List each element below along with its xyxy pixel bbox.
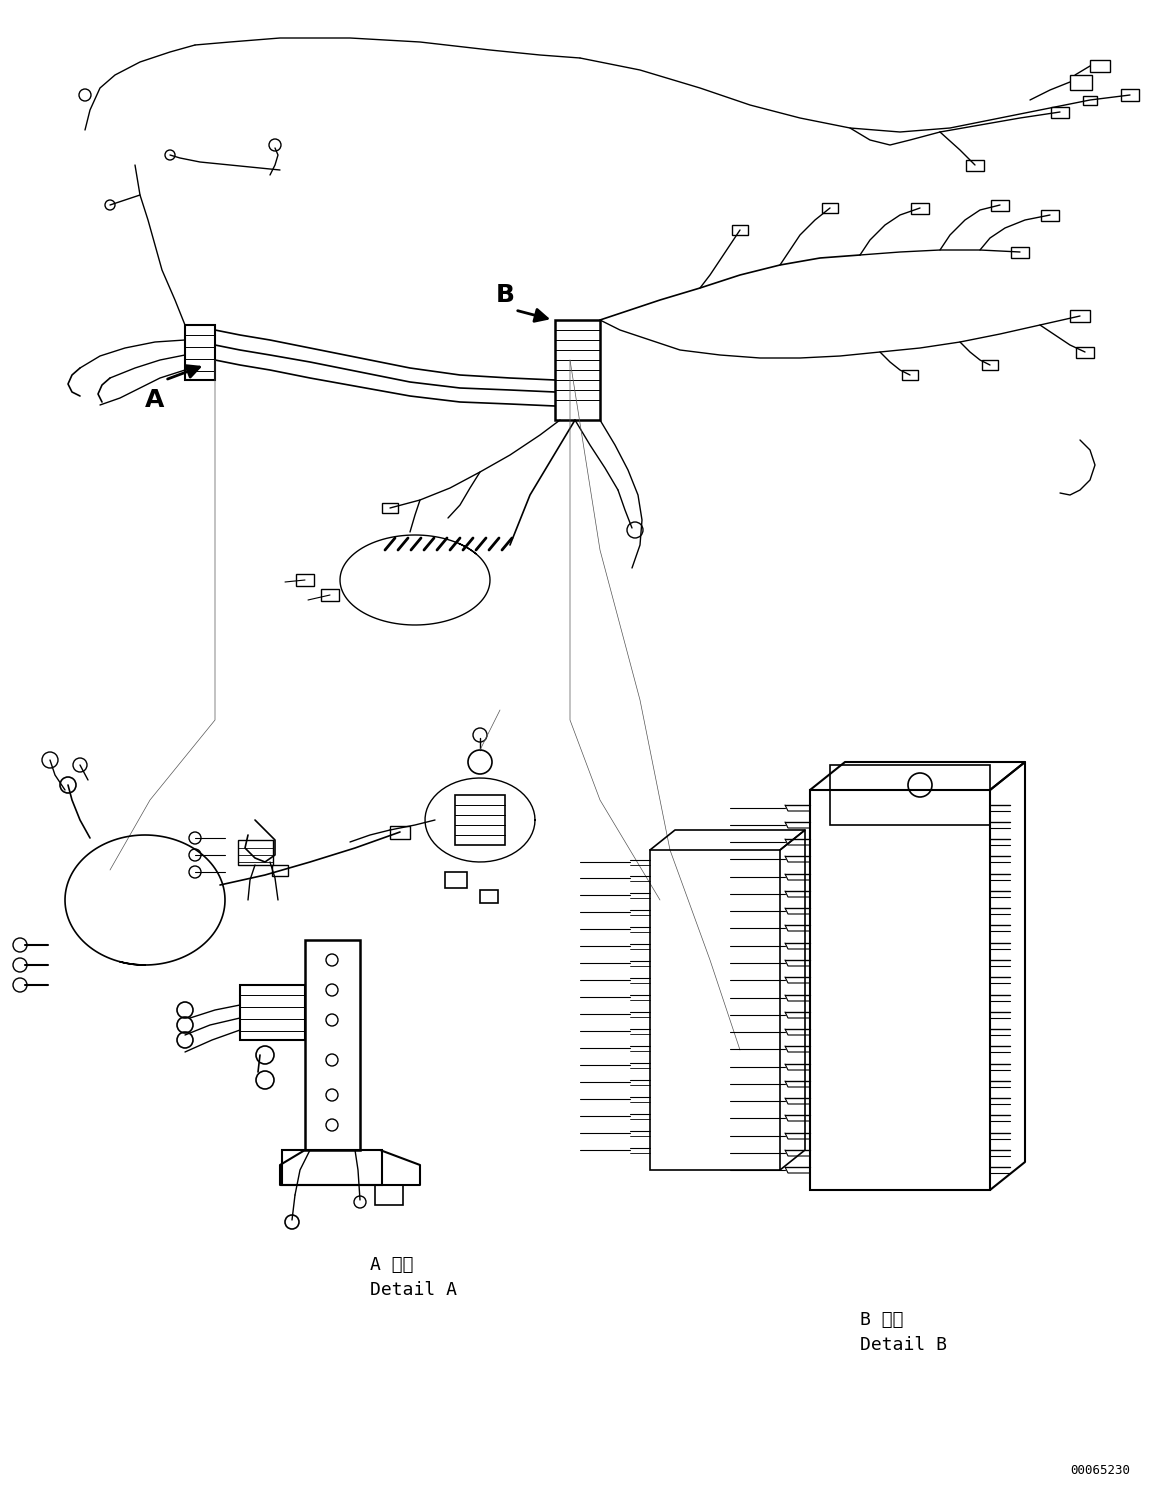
Bar	[982, 360, 998, 371]
Bar	[966, 159, 984, 171]
Bar	[1041, 210, 1059, 220]
Bar	[1121, 89, 1139, 101]
Bar	[1051, 107, 1069, 118]
Text: 00065230: 00065230	[1070, 1464, 1130, 1476]
Bar	[902, 371, 918, 379]
Text: B 詳細: B 詳細	[859, 1311, 904, 1329]
Bar	[390, 826, 411, 839]
Text: A 詳細: A 詳細	[370, 1256, 414, 1274]
Bar	[732, 225, 748, 235]
Bar	[1070, 310, 1090, 321]
Text: Detail B: Detail B	[859, 1336, 947, 1354]
Text: Detail A: Detail A	[370, 1281, 457, 1299]
Bar	[305, 940, 361, 1150]
Bar	[1090, 60, 1110, 71]
Bar	[911, 202, 929, 213]
Bar	[1011, 247, 1029, 257]
Bar	[555, 320, 600, 420]
Bar	[650, 850, 780, 1170]
Bar	[238, 841, 273, 865]
Bar	[1083, 95, 1097, 104]
Bar	[240, 985, 305, 1040]
Bar	[1070, 74, 1092, 89]
Bar	[1076, 347, 1094, 357]
Bar	[185, 324, 215, 379]
Text: A: A	[145, 388, 165, 412]
Bar	[381, 503, 398, 513]
Bar	[272, 865, 288, 875]
Text: B: B	[495, 283, 514, 307]
Bar	[822, 202, 839, 213]
Bar	[321, 589, 338, 601]
Bar	[830, 765, 990, 824]
Bar	[374, 1184, 404, 1205]
Bar	[480, 890, 498, 903]
Bar	[281, 1150, 381, 1184]
Bar	[455, 795, 505, 845]
Bar	[445, 872, 468, 888]
Bar	[809, 790, 990, 1190]
Bar	[991, 199, 1009, 210]
Bar	[297, 574, 314, 586]
